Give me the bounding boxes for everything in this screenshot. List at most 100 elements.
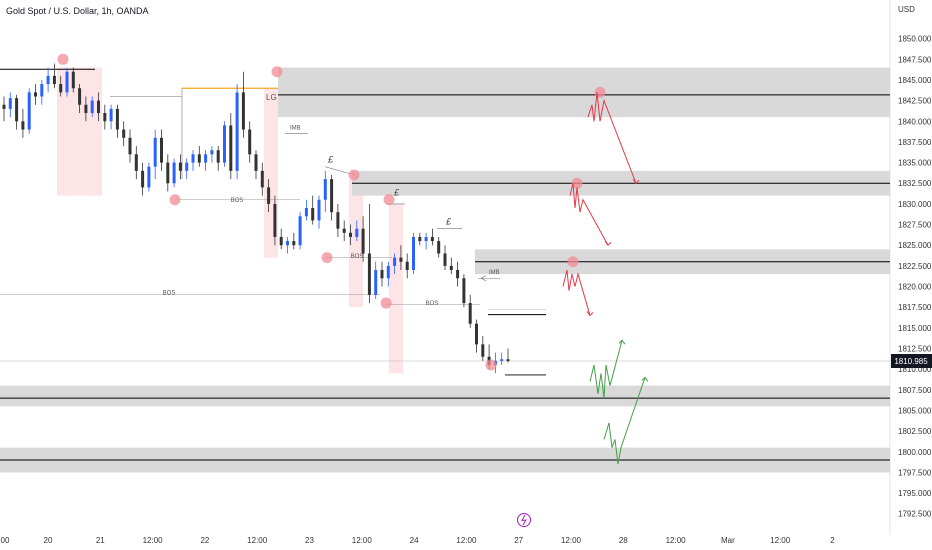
candle [153,129,157,180]
y-tick-label: 1822.500 [898,262,932,271]
candle-body [71,71,75,89]
y-tick-label: 1832.500 [898,179,932,188]
last-price-badge [891,354,932,369]
candle [248,121,252,163]
y-tick-label: 1837.500 [898,138,932,147]
y-tick-label: 1845.000 [898,76,932,85]
candle [292,232,296,250]
candle [304,199,308,221]
candle-body [424,236,428,242]
candle-body [330,179,334,213]
candle-body [437,241,441,254]
candle-body [481,344,485,357]
candle-body [475,323,478,345]
candle-body [2,104,6,109]
candle [298,212,302,250]
lg-label: LG [266,93,277,102]
candle [52,63,56,89]
candle [254,150,258,180]
candle-body [399,257,403,262]
y-tick-label: 1830.000 [898,200,932,209]
candle [336,203,340,237]
swing-marker [321,252,333,264]
candle [393,253,397,275]
candle [361,216,365,262]
candle-body [418,236,422,242]
candle [59,75,63,97]
candle [241,71,245,138]
bos-label: BOS [351,254,364,260]
candle-body [468,303,472,324]
candle [374,261,378,299]
candle [386,261,390,287]
candle-body [235,92,239,171]
candle [456,261,460,287]
candle [311,195,315,225]
candle-body [462,278,466,304]
y-tick-label: 1815.000 [898,324,932,333]
candle-body [134,154,138,171]
candle-body [267,187,271,204]
price-axis-bg [890,0,932,550]
highlight-zone [389,203,403,374]
y-tick-label: 1840.000 [898,117,932,126]
imb-label: IMB [489,270,500,276]
candle [235,84,239,180]
candle [317,195,321,229]
highlight-zone [349,179,363,308]
candle [122,121,126,147]
candle [128,129,132,163]
candle-body [128,137,132,155]
imb-label: IMB [290,126,301,132]
candle-body [34,92,37,97]
swing-marker [57,53,69,65]
candle [191,150,195,171]
candle-body [361,228,365,254]
x-tick-label: 12:00 [352,536,373,545]
candle [229,113,233,180]
candle-body [210,150,214,155]
pound-label: £ [327,155,334,165]
candle-body [40,84,44,97]
candle-body [115,108,119,130]
candle [115,104,119,138]
candle-body [260,170,264,188]
candle [2,96,6,122]
candle [430,228,434,246]
swing-marker [485,359,497,371]
candle-body [46,75,50,85]
candle [65,67,69,97]
y-tick-label: 1795.000 [898,489,932,498]
x-tick-label: 23 [305,536,314,545]
candle [178,154,182,180]
candle-body [160,137,163,163]
candle [210,146,214,163]
candle [160,129,163,171]
arrow-head [632,178,640,185]
candle-body [500,359,504,361]
candle [462,274,466,308]
candle-body [304,208,308,217]
y-tick-label: 1812.500 [898,344,932,353]
swing-marker [348,169,360,181]
candle-body [254,154,258,171]
currency-label: USD [898,5,915,14]
candle [97,92,100,122]
candle-body [21,121,25,130]
candle-body [405,261,409,270]
arrow-head [641,376,649,382]
candle-body [52,75,56,85]
bull-projection [589,340,623,399]
candle [34,84,37,105]
candle-body [109,108,113,122]
bos-label: BOS [426,301,439,307]
lightning-icon[interactable] [517,513,531,527]
swing-marker [271,66,283,78]
candle [405,253,409,279]
candle-body [15,98,19,122]
bull-projection [603,377,646,465]
last-price-text: 1810.985 [894,357,928,366]
y-tick-label: 1800.000 [898,448,932,457]
candle [8,92,12,118]
